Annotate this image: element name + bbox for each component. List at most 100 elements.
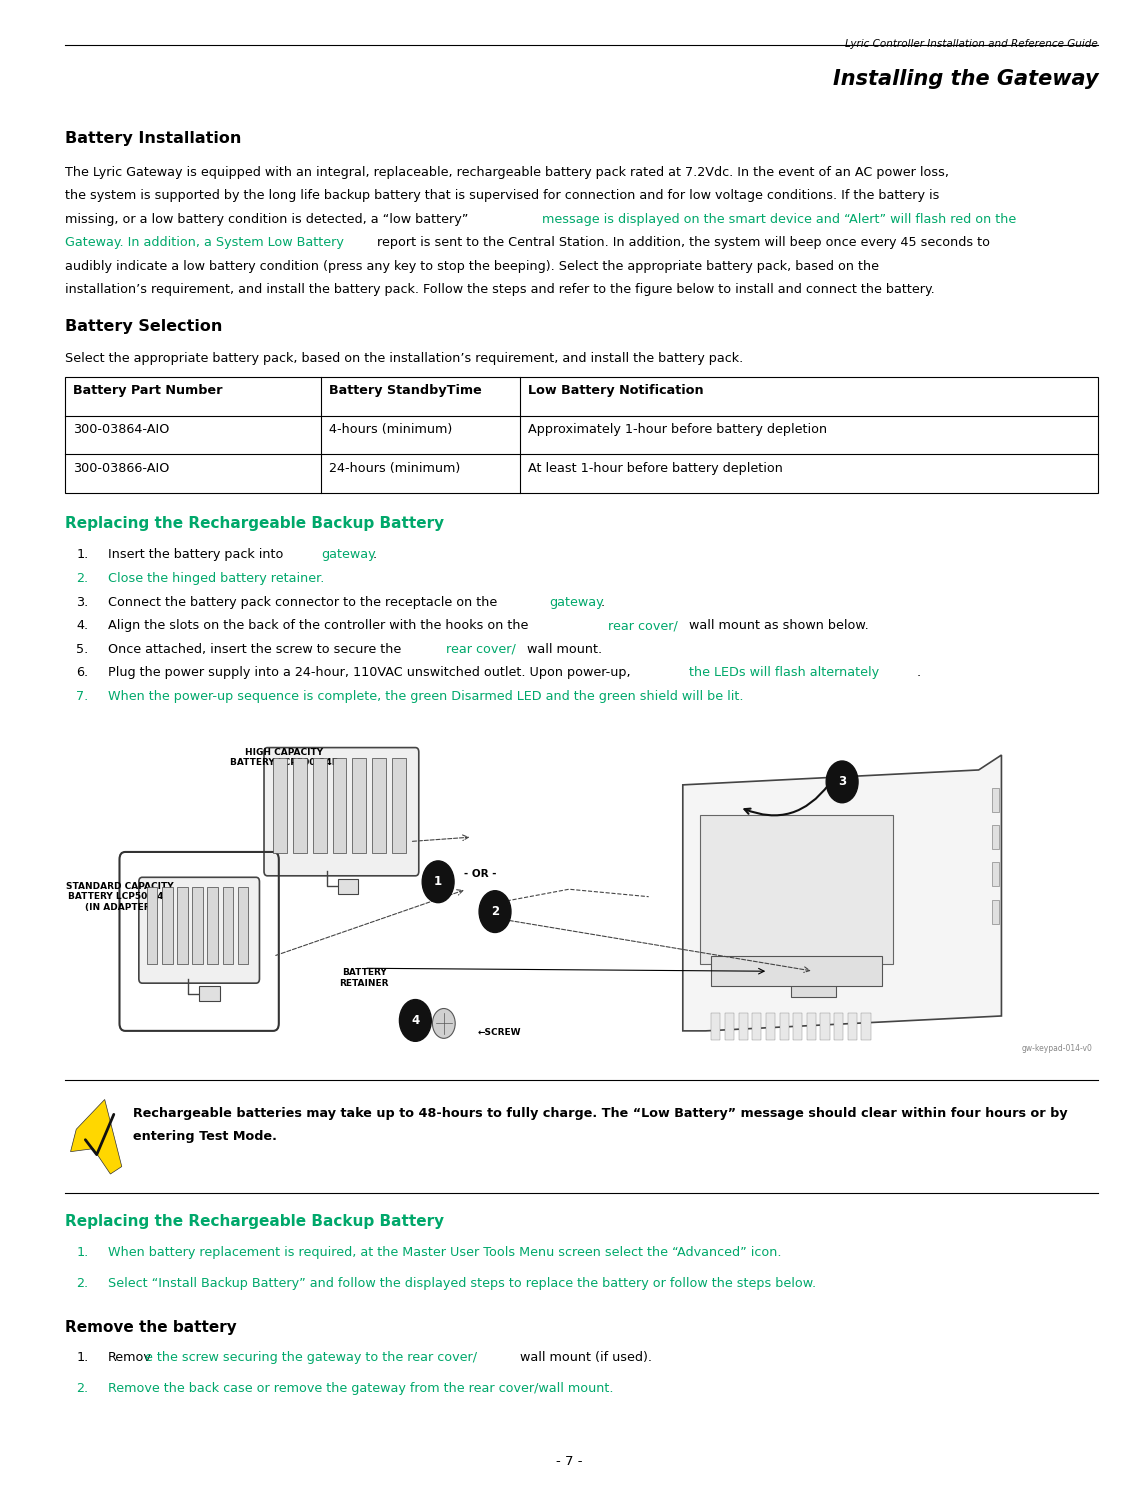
Text: Rechargeable batteries may take up to 48-hours to fully charge. The “Low Battery: Rechargeable batteries may take up to 48… xyxy=(133,1106,1072,1120)
Text: BATTERY
RETAINER: BATTERY RETAINER xyxy=(339,968,389,987)
Text: 4-hours (minimum): 4-hours (minimum) xyxy=(329,423,452,437)
Text: 2.: 2. xyxy=(76,1382,89,1396)
Bar xyxy=(861,1012,871,1039)
Text: Installing the Gateway: Installing the Gateway xyxy=(833,69,1098,88)
Text: gateway: gateway xyxy=(549,595,603,608)
Bar xyxy=(992,862,999,886)
Text: report is sent to the Central Station. In addition, the system will beep once ev: report is sent to the Central Station. I… xyxy=(373,236,995,249)
Bar xyxy=(372,757,386,853)
Text: e the screw securing the gateway to the rear cover/: e the screw securing the gateway to the … xyxy=(145,1351,477,1364)
Text: Select “Install Backup Battery” and follow the displayed steps to replace the ba: Select “Install Backup Battery” and foll… xyxy=(108,1276,816,1290)
Polygon shape xyxy=(683,754,1001,1030)
Bar xyxy=(238,887,248,965)
Text: missing, or a low battery condition is detected, a “low battery”: missing, or a low battery condition is d… xyxy=(65,213,472,225)
Text: - OR -: - OR - xyxy=(464,869,497,880)
Text: When battery replacement is required, at the Master User Tools Menu screen selec: When battery replacement is required, at… xyxy=(108,1245,782,1258)
Text: Battery Part Number: Battery Part Number xyxy=(73,385,222,398)
Bar xyxy=(273,757,287,853)
Text: rear cover/: rear cover/ xyxy=(446,643,516,656)
Text: Gateway. In addition, a System Low Battery: Gateway. In addition, a System Low Batte… xyxy=(65,236,344,249)
Text: Battery StandbyTime: Battery StandbyTime xyxy=(329,385,481,398)
Bar xyxy=(791,978,836,996)
Text: Low Battery Notification: Low Battery Notification xyxy=(528,385,703,398)
FancyBboxPatch shape xyxy=(139,877,259,983)
Text: 7.: 7. xyxy=(76,690,89,702)
Bar xyxy=(848,1012,857,1039)
Bar xyxy=(834,1012,843,1039)
Text: message is displayed on the smart device and “Alert” will flash red on the: message is displayed on the smart device… xyxy=(543,213,1021,225)
Text: Replacing the Rechargeable Backup Battery: Replacing the Rechargeable Backup Batter… xyxy=(65,516,444,531)
Bar xyxy=(313,757,327,853)
Text: HIGH CAPACITY
BATTERY LCP500-24B: HIGH CAPACITY BATTERY LCP500-24B xyxy=(230,747,339,766)
Bar xyxy=(192,887,203,965)
Text: STANDARD CAPACITY
BATTERY LCP500-4B
(IN ADAPTER): STANDARD CAPACITY BATTERY LCP500-4B (IN … xyxy=(66,881,173,911)
Bar xyxy=(332,757,346,853)
Text: The Lyric Gateway is equipped with an integral, replaceable, rechargeable batter: The Lyric Gateway is equipped with an in… xyxy=(65,166,953,179)
Polygon shape xyxy=(71,1099,122,1173)
Circle shape xyxy=(479,890,511,932)
Text: 300-03866-AIO: 300-03866-AIO xyxy=(73,462,170,476)
Bar xyxy=(992,787,999,811)
Text: Once attached, insert the screw to secure the: Once attached, insert the screw to secur… xyxy=(108,643,405,656)
Text: At least 1-hour before battery depletion: At least 1-hour before battery depletion xyxy=(528,462,783,476)
Text: audibly indicate a low battery condition (press any key to stop the beeping). Se: audibly indicate a low battery condition… xyxy=(65,259,883,273)
Text: Plug the power supply into a 24-hour, 110VAC unswitched outlet. Upon power-up,: Plug the power supply into a 24-hour, 11… xyxy=(108,666,635,680)
Text: 6.: 6. xyxy=(76,666,89,680)
Text: Battery Installation: Battery Installation xyxy=(65,131,241,146)
Bar xyxy=(766,1012,775,1039)
Bar xyxy=(223,887,233,965)
Text: rear cover/: rear cover/ xyxy=(608,619,677,632)
Text: When the power-up sequence is complete, the green Disarmed LED and the green shi: When the power-up sequence is complete, … xyxy=(108,690,743,702)
Text: Replacing the Rechargeable Backup Battery: Replacing the Rechargeable Backup Batter… xyxy=(65,1214,444,1229)
Text: entering Test Mode.: entering Test Mode. xyxy=(133,1130,277,1144)
Bar xyxy=(65,377,1098,494)
Text: the LEDs will flash alternately: the LEDs will flash alternately xyxy=(688,666,879,680)
Text: wall mount (if used).: wall mount (if used). xyxy=(520,1351,652,1364)
Text: 1.: 1. xyxy=(76,549,89,562)
Text: 2.: 2. xyxy=(76,1276,89,1290)
Bar xyxy=(199,986,220,1000)
Bar xyxy=(992,899,999,923)
Text: Align the slots on the back of the controller with the hooks on the: Align the slots on the back of the contr… xyxy=(108,619,533,632)
Text: Close the hinged battery retainer.: Close the hinged battery retainer. xyxy=(108,573,324,584)
Text: 4: 4 xyxy=(411,1014,420,1027)
Text: 4.: 4. xyxy=(76,619,89,632)
Text: .: . xyxy=(372,549,377,562)
Text: 1.: 1. xyxy=(76,1245,89,1258)
Bar xyxy=(793,1012,802,1039)
Bar xyxy=(711,1012,720,1039)
Bar xyxy=(207,887,218,965)
Bar xyxy=(992,825,999,848)
Text: installation’s requirement, and install the battery pack. Follow the steps and r: installation’s requirement, and install … xyxy=(65,283,934,297)
Bar xyxy=(178,887,188,965)
Text: 5.: 5. xyxy=(76,643,89,656)
Text: .: . xyxy=(916,666,921,680)
Text: .: . xyxy=(601,595,604,608)
Text: - 7 -: - 7 - xyxy=(555,1455,583,1467)
Bar xyxy=(739,1012,748,1039)
Text: 300-03864-AIO: 300-03864-AIO xyxy=(73,423,170,437)
Text: wall mount.: wall mount. xyxy=(527,643,602,656)
Text: 1.: 1. xyxy=(76,1351,89,1364)
Bar xyxy=(147,887,157,965)
Text: Approximately 1-hour before battery depletion: Approximately 1-hour before battery depl… xyxy=(528,423,827,437)
Text: Select the appropriate battery pack, based on the installation’s requirement, an: Select the appropriate battery pack, bas… xyxy=(65,352,743,365)
Bar xyxy=(807,1012,816,1039)
Bar xyxy=(338,878,358,893)
Circle shape xyxy=(399,999,431,1041)
Circle shape xyxy=(422,860,454,902)
Bar xyxy=(725,1012,734,1039)
Bar xyxy=(91,740,1058,1065)
Bar xyxy=(780,1012,789,1039)
Text: Connect the battery pack connector to the receptacle on the: Connect the battery pack connector to th… xyxy=(108,595,502,608)
Bar xyxy=(353,757,366,853)
Text: Lyric Controller Installation and Reference Guide: Lyric Controller Installation and Refere… xyxy=(846,39,1098,49)
Text: 3: 3 xyxy=(838,775,847,789)
Text: gw-keypad-014-v0: gw-keypad-014-v0 xyxy=(1022,1044,1092,1053)
Bar xyxy=(294,757,307,853)
Text: 3.: 3. xyxy=(76,595,89,608)
Text: 2: 2 xyxy=(490,905,500,918)
Text: 2.: 2. xyxy=(76,573,89,584)
Text: the system is supported by the long life backup battery that is supervised for c: the system is supported by the long life… xyxy=(65,189,943,203)
Bar xyxy=(820,1012,830,1039)
